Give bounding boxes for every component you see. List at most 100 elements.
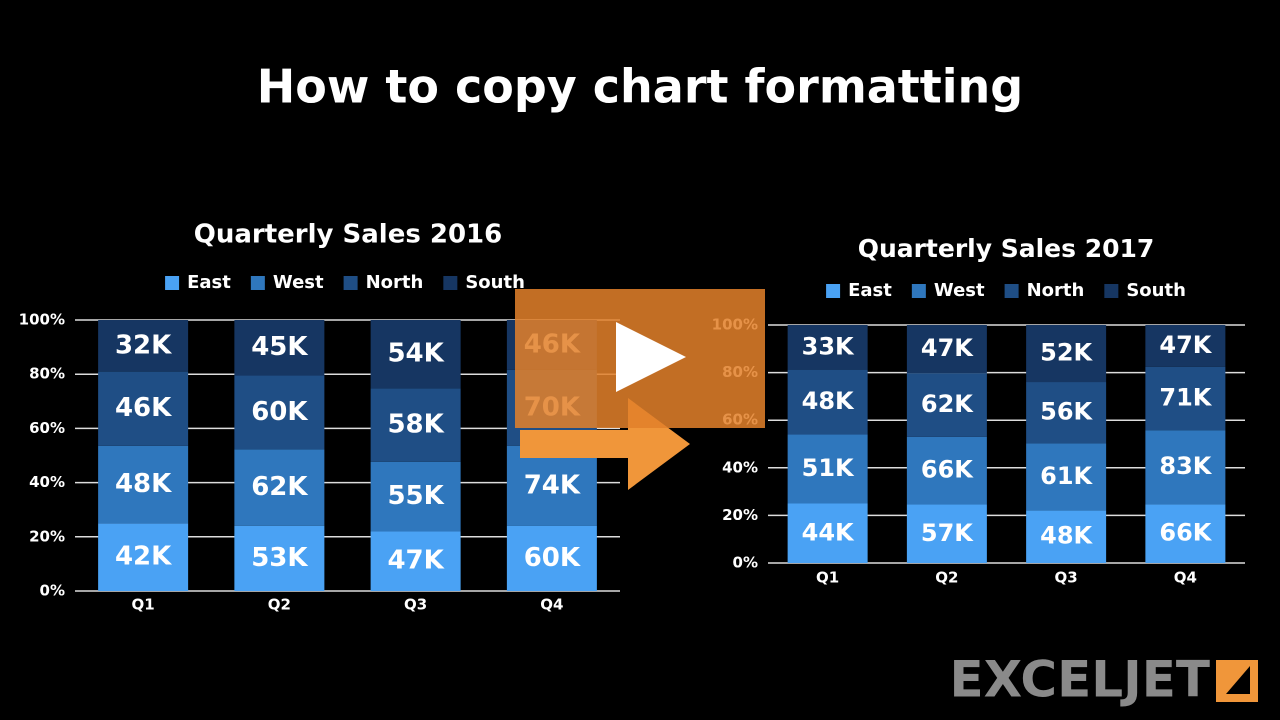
bar-segment [1145, 430, 1226, 505]
data-label: 47K [1159, 331, 1212, 359]
x-tick-label: Q3 [404, 596, 427, 614]
bar-segment [906, 325, 987, 374]
data-label: 60K [251, 397, 308, 427]
bar-segment [98, 523, 189, 591]
data-label: 58K [387, 410, 444, 440]
bar-segment [906, 373, 987, 437]
data-label: 71K [1159, 384, 1212, 412]
data-label: 61K [1040, 462, 1093, 490]
bar-segment [98, 445, 189, 524]
bar-segment [370, 531, 461, 591]
data-label: 54K [387, 339, 444, 369]
bar-segment [506, 525, 597, 591]
legend-swatch [1004, 284, 1019, 298]
data-label: 44K [802, 518, 855, 546]
x-tick-label: Q1 [816, 569, 839, 587]
y-tick-label: 0% [733, 554, 758, 572]
legend-label: South [1126, 280, 1186, 301]
chart-title: Quarterly Sales 2017 [858, 234, 1155, 263]
data-label: 52K [1040, 339, 1093, 367]
data-label: 57K [921, 519, 974, 547]
x-tick-label: Q3 [1055, 569, 1078, 587]
bar-segment [787, 369, 868, 435]
data-label: 48K [1040, 522, 1093, 550]
x-tick-label: Q1 [132, 596, 155, 614]
bar-segment [1026, 443, 1107, 511]
data-label: 66K [921, 456, 974, 484]
legend-swatch [443, 276, 458, 290]
bar-segment [506, 445, 597, 526]
bar-segment [234, 525, 325, 591]
legend-label: North [366, 272, 424, 293]
bar-segment [1026, 382, 1107, 444]
y-tick-label: 0% [40, 582, 65, 600]
bar-segment [234, 375, 325, 450]
legend-label: West [934, 280, 985, 301]
legend-label: East [848, 280, 892, 301]
bar-segment [787, 325, 868, 370]
data-label: 47K [387, 546, 444, 576]
legend-label: South [465, 272, 525, 293]
y-tick-label: 20% [722, 506, 758, 524]
logo-mark-cut [1226, 666, 1250, 694]
logo: EXCELJET [950, 651, 1258, 709]
data-label: 46K [115, 393, 172, 423]
legend-label: North [1027, 280, 1085, 301]
data-label: 47K [921, 334, 974, 362]
data-label: 42K [115, 542, 172, 572]
bar-segment [787, 434, 868, 504]
bar-segment [370, 461, 461, 532]
data-label: 55K [387, 481, 444, 511]
data-label: 32K [115, 330, 172, 360]
x-tick-label: Q4 [540, 596, 563, 614]
y-tick-label: 20% [29, 527, 65, 545]
data-label: 66K [1159, 519, 1212, 547]
data-label: 83K [1159, 452, 1212, 480]
bar-segment [234, 449, 325, 526]
data-label: 48K [115, 469, 172, 499]
chart-title: Quarterly Sales 2016 [194, 220, 502, 250]
video-overlay [515, 289, 765, 490]
data-label: 33K [802, 332, 855, 360]
data-label: 53K [251, 543, 308, 573]
bar-segment [1026, 325, 1107, 383]
bar-segment [787, 503, 868, 563]
legend-swatch [343, 276, 358, 290]
y-tick-label: 80% [29, 365, 65, 383]
legend-swatch [911, 284, 926, 298]
data-label: 60K [524, 543, 581, 573]
legend-swatch [1104, 284, 1119, 298]
data-label: 45K [251, 332, 308, 362]
x-tick-label: Q2 [935, 569, 958, 587]
legend-label: East [187, 272, 231, 293]
bar-segment [370, 320, 461, 389]
bar-segment [906, 436, 987, 505]
logo-mark [1216, 660, 1258, 702]
legend-swatch [826, 284, 841, 298]
bar-segment [1145, 325, 1226, 367]
legend: East West North South [165, 272, 525, 293]
data-label: 48K [802, 387, 855, 415]
x-tick-label: Q4 [1174, 569, 1197, 587]
y-tick-label: 40% [29, 473, 65, 491]
data-label: 51K [802, 454, 855, 482]
logo-text: EXCELJET [950, 651, 1211, 709]
x-tick-label: Q2 [268, 596, 291, 614]
data-label: 62K [921, 390, 974, 418]
legend-label: West [273, 272, 324, 293]
bar-segment [1026, 510, 1107, 563]
bar-segment [1145, 504, 1226, 563]
legend: East West North South [826, 280, 1186, 301]
legend-swatch [250, 276, 265, 290]
slide-title: How to copy chart formatting [257, 60, 1023, 114]
data-label: 56K [1040, 398, 1093, 426]
data-label: 62K [251, 472, 308, 502]
data-label: 74K [524, 470, 581, 500]
bar-segment [906, 504, 987, 563]
play-icon[interactable] [616, 322, 686, 392]
y-tick-label: 100% [19, 311, 65, 329]
y-tick-label: 60% [29, 419, 65, 437]
bar-segment [234, 320, 325, 376]
